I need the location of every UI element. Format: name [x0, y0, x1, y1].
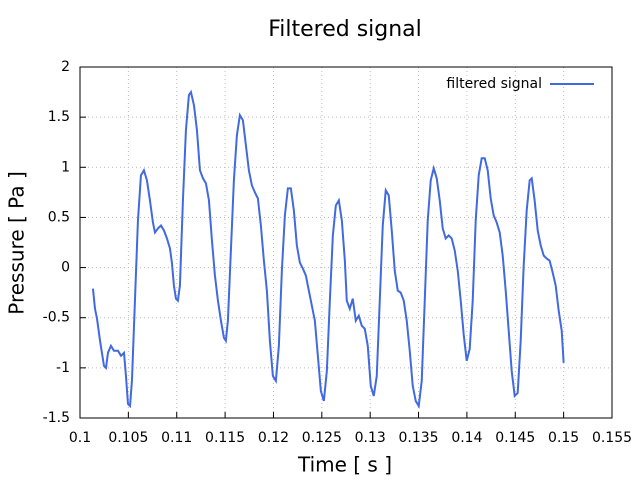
y-tick-label: 2	[61, 59, 70, 75]
x-tick-label: 0.125	[302, 430, 342, 446]
line	[91, 89, 565, 409]
y-tick-label: -1	[56, 360, 70, 376]
x-tick-label: 0.155	[592, 430, 632, 446]
plot-frame	[79, 66, 613, 419]
x-tick-label: 0.13	[355, 430, 386, 446]
legend-label: filtered signal	[446, 76, 542, 92]
x-tick-label: 0.145	[495, 430, 535, 446]
x-tick-label: 0.135	[398, 430, 438, 446]
y-tick-label: 0.5	[48, 209, 70, 225]
x-tick-label: 0.1	[69, 430, 91, 446]
y-tick-label: -0.5	[43, 310, 70, 326]
y-tick-label: 1	[61, 159, 70, 175]
x-tick-label: 0.12	[258, 430, 289, 446]
y-axis-label: Pressure [ Pa ]	[5, 171, 29, 315]
x-tick-label: 0.115	[205, 430, 245, 446]
y-tick-label: 0	[61, 260, 70, 276]
x-tick-label: 0.15	[548, 430, 579, 446]
x-axis-label: Time [ s ]	[297, 453, 392, 477]
chart-title: Filtered signal	[268, 17, 422, 42]
x-tick-label: 0.11	[161, 430, 192, 446]
x-tick-label: 0.105	[108, 430, 148, 446]
x-tick-label: 0.14	[451, 430, 482, 446]
y-tick-label: -1.5	[43, 410, 70, 426]
y-tick-label: 1.5	[48, 109, 70, 125]
